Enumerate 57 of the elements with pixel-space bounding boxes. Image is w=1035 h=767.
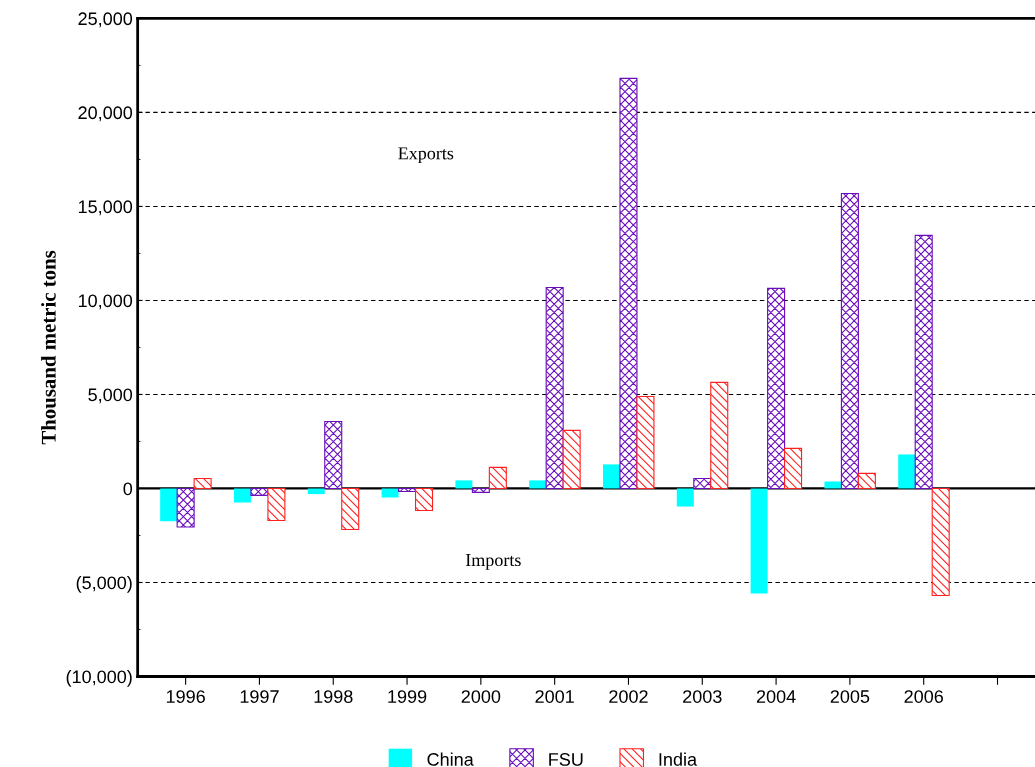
- bar: [693, 477, 712, 490]
- x-tick-label: 2004: [756, 690, 796, 703]
- x-tick-label: 1996: [166, 690, 205, 703]
- bar: [840, 192, 859, 490]
- bar: [619, 77, 638, 490]
- bar: [341, 487, 360, 531]
- x-tick-label: 2005: [830, 690, 870, 703]
- annotation: Imports: [465, 554, 521, 570]
- bar: [250, 487, 269, 496]
- bar: [455, 480, 473, 489]
- bar: [784, 447, 803, 490]
- bar: [750, 488, 768, 594]
- y-tick-label: 25,000: [78, 12, 133, 28]
- bar: [529, 480, 547, 489]
- bar: [307, 488, 325, 495]
- bar: [636, 395, 655, 490]
- y-axis-title: Thousand metric tons: [41, 250, 56, 445]
- x-tick-label: 2001: [535, 690, 574, 703]
- bar: [545, 286, 564, 490]
- bar: [676, 488, 694, 507]
- bar: [562, 429, 581, 490]
- x-tick-label: 1998: [314, 690, 353, 703]
- x-tick-label: 2002: [609, 690, 648, 703]
- y-tick-label: (5,000): [76, 575, 132, 593]
- y-tick-label: (10,000): [66, 669, 132, 687]
- x-tick-label: 2006: [904, 690, 943, 703]
- bar: [414, 487, 434, 512]
- bar: [931, 487, 950, 597]
- bar: [898, 454, 916, 489]
- bar: [767, 287, 786, 490]
- y-tick-label: 10,000: [78, 294, 133, 310]
- x-tick-label: 1999: [388, 690, 427, 703]
- bar: [193, 477, 212, 490]
- annotation: Exports: [398, 147, 454, 164]
- bar: [471, 487, 490, 493]
- legend-label: FSU: [549, 753, 583, 766]
- bar: [233, 488, 251, 503]
- bar: [176, 487, 195, 528]
- x-tick-label: 2003: [683, 690, 722, 703]
- bar: [603, 464, 620, 489]
- bar: [857, 472, 876, 490]
- y-tick-label: 5,000: [88, 388, 133, 404]
- bar: [914, 234, 933, 490]
- x-tick-label: 2000: [461, 690, 501, 703]
- x-tick-label: 1997: [240, 690, 279, 703]
- bar: [398, 487, 417, 493]
- bar: [381, 488, 399, 498]
- bar: [324, 420, 343, 490]
- bar: [710, 381, 729, 490]
- y-tick-label: 15,000: [78, 200, 133, 216]
- bar: [488, 466, 507, 490]
- y-tick-label: 0: [123, 482, 133, 496]
- y-tick-label: 20,000: [78, 106, 133, 122]
- legend-label: China: [427, 752, 474, 766]
- legend-label: India: [659, 752, 698, 766]
- bar: [160, 488, 178, 522]
- bar: [267, 487, 286, 521]
